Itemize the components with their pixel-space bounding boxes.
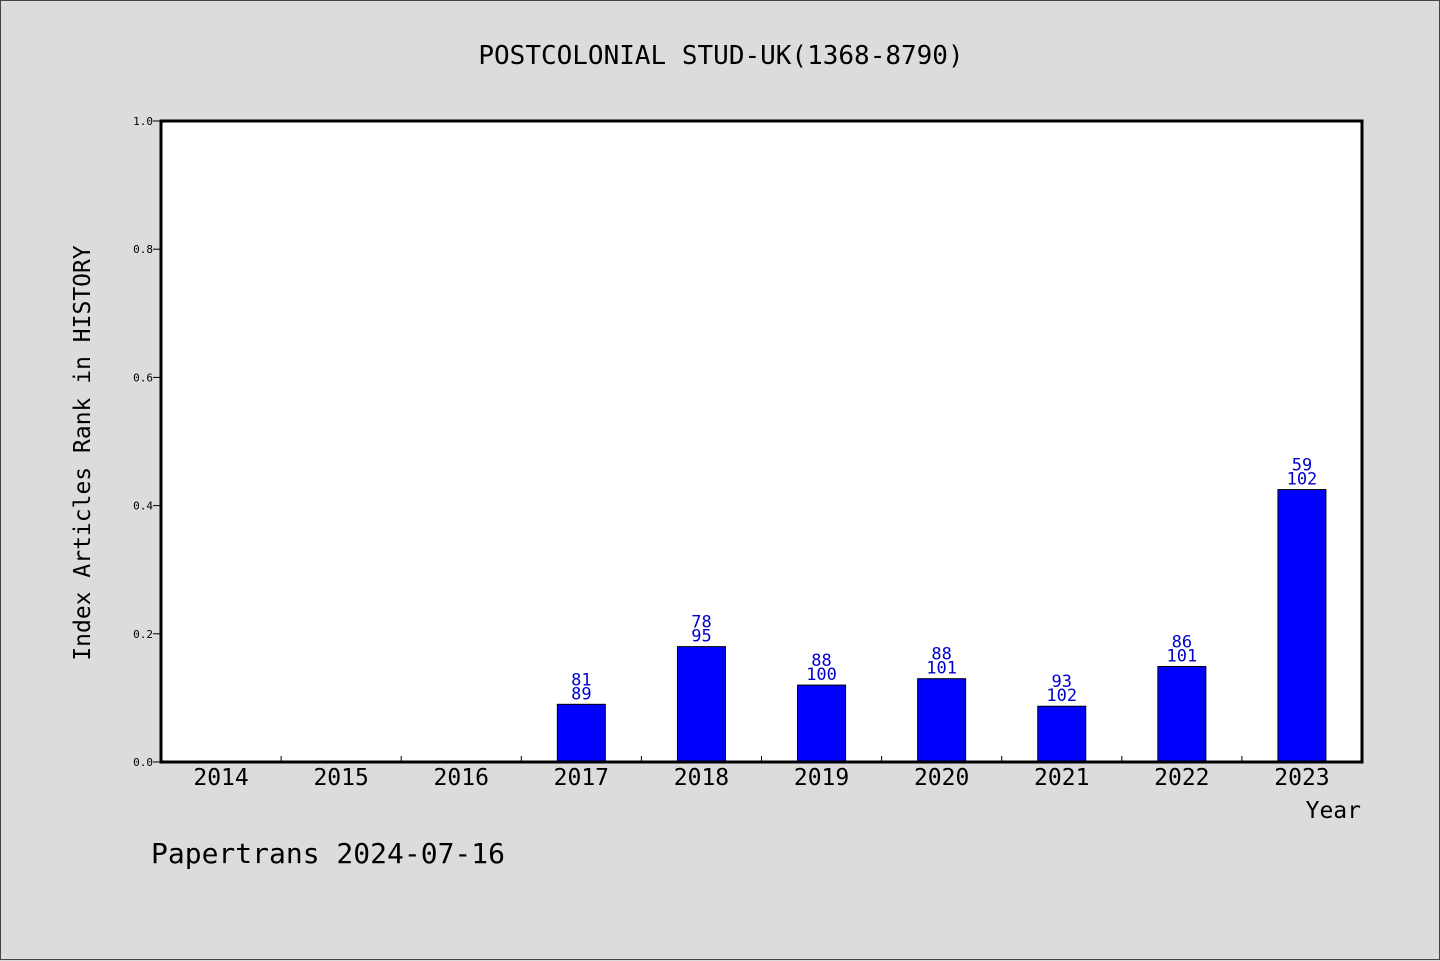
plot-area bbox=[161, 121, 1362, 762]
y-axis: 0.0 0.2 0.4 0.6 0.8 1.0 bbox=[133, 115, 161, 769]
bar-2021 bbox=[1037, 705, 1087, 763]
bar-total-label: 101 bbox=[926, 659, 957, 679]
x-tick-label: 2023 bbox=[1274, 765, 1329, 791]
bar-total-label: 100 bbox=[806, 665, 837, 685]
bar-rank-label: 81 bbox=[571, 670, 591, 690]
chart-title: POSTCOLONIAL STUD-UK(1368-8790) bbox=[478, 41, 963, 71]
y-tick-label: 1.0 bbox=[133, 115, 153, 128]
y-tick-label: 0.6 bbox=[133, 371, 153, 384]
bar-total-label: 102 bbox=[1046, 686, 1077, 706]
bar-rank-label: 78 bbox=[691, 613, 711, 633]
bar-2020 bbox=[917, 678, 967, 763]
plot-border bbox=[159, 119, 1364, 764]
bar-total-label: 101 bbox=[1166, 646, 1197, 666]
x-tick-label: 2019 bbox=[794, 765, 849, 791]
bar-2018 bbox=[676, 646, 726, 763]
y-tick-label: 0.8 bbox=[133, 243, 153, 256]
x-tick-label: 2014 bbox=[193, 765, 248, 791]
y-tick-label: 0.2 bbox=[133, 628, 153, 641]
bar-rank-label: 59 bbox=[1292, 456, 1312, 476]
x-tick-label: 2022 bbox=[1154, 765, 1209, 791]
bar-rank-label: 88 bbox=[931, 645, 951, 665]
bar-rank-label: 86 bbox=[1172, 632, 1192, 652]
x-tick-label: 2021 bbox=[1034, 765, 1089, 791]
x-tick-label: 2017 bbox=[554, 765, 609, 791]
y-axis-label: Index Articles Rank in HISTORY bbox=[70, 245, 96, 661]
bar-2019 bbox=[797, 684, 847, 763]
bar-rank-label: 88 bbox=[811, 651, 831, 671]
x-tick-label: 2020 bbox=[914, 765, 969, 791]
x-tick-label: 2015 bbox=[313, 765, 368, 791]
x-tick-label: 2018 bbox=[674, 765, 729, 791]
bar-2017 bbox=[556, 703, 606, 763]
y-tick-label: 0.4 bbox=[133, 500, 153, 513]
y-tick-label: 0.0 bbox=[133, 756, 153, 769]
bar-2023 bbox=[1277, 489, 1327, 763]
x-axis-label: Year bbox=[1306, 798, 1361, 824]
bars-group bbox=[556, 489, 1327, 763]
bar-total-label: 95 bbox=[691, 627, 711, 647]
bar-rank-label: 93 bbox=[1052, 672, 1072, 692]
bar-2022 bbox=[1157, 665, 1207, 763]
bar-total-label: 102 bbox=[1287, 470, 1318, 490]
x-axis: 2014 2015 2016 2017 2018 2019 2020 2021 2022 2023 bbox=[193, 756, 1330, 791]
x-tick-label: 2016 bbox=[434, 765, 489, 791]
footer-credit: Papertrans 2024-07-16 bbox=[151, 837, 505, 870]
bar-total-label: 89 bbox=[571, 684, 591, 704]
